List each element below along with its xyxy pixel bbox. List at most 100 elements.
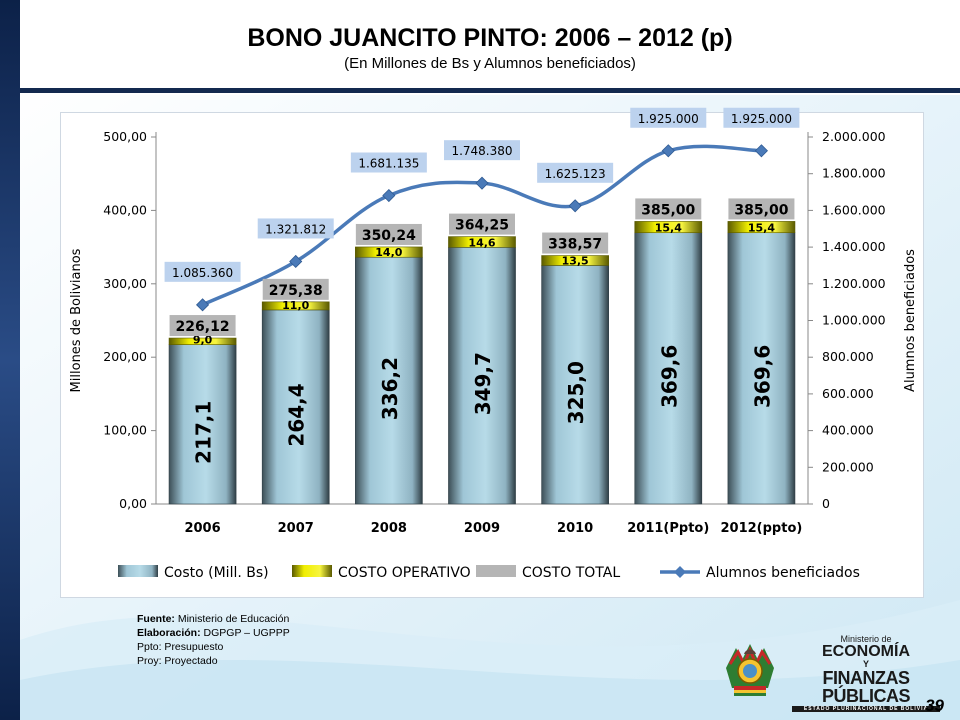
y2-tick-label: 800.000 xyxy=(822,349,874,364)
y-tick-label: 500,00 xyxy=(103,129,147,144)
elaboration-value: DGPGP – UGPPP xyxy=(203,627,290,639)
operativo-data-label: 15,4 xyxy=(748,222,775,235)
operativo-data-label: 14,6 xyxy=(468,236,495,249)
total-label-box xyxy=(262,278,329,300)
bar-operativo xyxy=(541,255,609,266)
bar-operativo xyxy=(168,337,237,345)
ministry-line4: FINANZAS PÚBLICAS xyxy=(821,668,911,706)
ppto-note: Ppto: Presupuesto xyxy=(137,641,224,653)
alumnos-point xyxy=(754,144,768,158)
x-tick-label: 2011(Ppto) xyxy=(627,521,709,536)
legend-label: COSTO TOTAL xyxy=(522,565,620,581)
bar-operativo xyxy=(261,301,330,311)
alumnos-point xyxy=(568,199,582,213)
alumnos-data-label: 1.748.380 xyxy=(451,144,512,158)
operativo-data-label: 9,0 xyxy=(193,334,213,347)
source-notes: Fuente: Ministerio de Educación Elaborac… xyxy=(137,612,290,668)
legend-swatch-operativo xyxy=(292,565,332,577)
y2-tick-label: 1.800.000 xyxy=(822,166,886,181)
costo-data-label: 325,0 xyxy=(564,361,588,424)
y2-tick-label: 1.600.000 xyxy=(822,202,886,217)
total-label-box xyxy=(728,198,795,220)
alumnos-point xyxy=(661,144,675,158)
total-data-label: 275,38 xyxy=(269,283,323,299)
total-data-label: 338,57 xyxy=(548,237,602,253)
x-tick-label: 2012(ppto) xyxy=(721,521,803,536)
alumnos-data-label: 1.681.135 xyxy=(358,157,419,171)
alumnos-point xyxy=(289,254,303,269)
total-data-label: 385,00 xyxy=(734,202,788,218)
legend-label: COSTO OPERATIVO xyxy=(338,565,471,581)
total-label-box xyxy=(542,232,609,254)
total-label-box xyxy=(635,198,702,220)
ministry-line5: ESTADO PLURINACIONAL DE BOLIVIA xyxy=(792,706,940,712)
ministry-line3: Y xyxy=(862,659,869,669)
operativo-data-label: 14,0 xyxy=(375,246,402,259)
total-data-label: 350,24 xyxy=(362,228,416,244)
total-data-label: 364,25 xyxy=(455,218,509,234)
bar-costo xyxy=(448,247,516,505)
costo-data-label: 264,4 xyxy=(285,383,309,446)
operativo-data-label: 13,5 xyxy=(562,254,589,267)
bar-operativo xyxy=(448,236,516,248)
legend-label: Costo (Mill. Bs) xyxy=(164,565,269,581)
elaboration-label: Elaboración: xyxy=(137,627,201,639)
page-number: 39 xyxy=(925,696,944,715)
alumnos-data-label: 1.321.812 xyxy=(265,222,326,236)
alumnos-point xyxy=(382,188,396,203)
legend-swatch-total xyxy=(476,565,516,577)
bar-operativo xyxy=(634,221,703,234)
legend-swatch-marker xyxy=(674,566,686,578)
alumnos-label-box xyxy=(444,140,520,161)
alumnos-data-label: 1.925.000 xyxy=(638,112,699,126)
alumnos-point xyxy=(196,298,210,312)
ministry-name: Ministerio de ECONOMÍA Y FINANZAS PÚBLIC… xyxy=(786,634,946,712)
y-tick-label: 200,00 xyxy=(103,349,147,364)
y-tick-label: 400,00 xyxy=(103,202,147,217)
y2-axis-title: Alumnos beneficiados xyxy=(903,249,918,392)
bono-chart: 0,00 100,00 200,00 300,00 400,00 500,00 0 200.0… xyxy=(69,107,918,581)
alumnos-label-box xyxy=(257,218,334,239)
y2-tick-label: 2.000.000 xyxy=(822,129,886,144)
costo-data-label: 369,6 xyxy=(657,345,681,408)
alumnos-label-box xyxy=(723,107,800,128)
page-title: BONO JUANCITO PINTO: 2006 – 2012 (p) xyxy=(247,24,733,52)
header-rule xyxy=(20,88,960,93)
y-tick-label: 300,00 xyxy=(103,276,147,291)
costo-data-label: 336,2 xyxy=(378,357,402,420)
alumnos-label-box xyxy=(630,107,707,128)
x-tick-label: 2009 xyxy=(464,521,500,536)
y2-tick-label: 400.000 xyxy=(822,423,874,438)
bar-operativo xyxy=(727,221,796,234)
costo-data-label: 217,1 xyxy=(192,401,216,464)
bar-costo xyxy=(727,232,796,505)
alumnos-data-label: 1.925.000 xyxy=(731,112,792,126)
y-tick-label: 100,00 xyxy=(103,423,147,438)
alumnos-point xyxy=(475,176,489,190)
y2-tick-label: 600.000 xyxy=(822,386,874,401)
coat-of-arms-icon xyxy=(726,644,774,696)
total-label-box xyxy=(169,315,236,337)
bar-costo xyxy=(168,344,237,505)
total-data-label: 226,12 xyxy=(176,319,230,335)
costo-data-label: 349,7 xyxy=(471,352,495,415)
total-data-label: 385,00 xyxy=(641,202,695,218)
legend-swatch-costo xyxy=(118,565,158,577)
alumnos-data-label: 1.085.360 xyxy=(172,266,233,280)
bar-costo xyxy=(261,309,330,505)
alumnos-label-box xyxy=(350,152,427,173)
total-label-box xyxy=(449,213,515,235)
bar-costo xyxy=(355,256,423,505)
y2-tick-label: 1.000.000 xyxy=(822,313,886,328)
operativo-data-label: 11,0 xyxy=(282,299,309,312)
x-tick-label: 2007 xyxy=(278,521,314,536)
source-line: Fuente: Ministerio de Educación xyxy=(137,612,290,626)
y2-tick-label: 1.200.000 xyxy=(822,276,886,291)
costo-data-label: 369,6 xyxy=(750,345,774,408)
ministry-line2: ECONOMÍA xyxy=(822,643,910,660)
elaboration-line: Elaboración: DGPGP – UGPPP xyxy=(137,626,290,640)
x-tick-label: 2006 xyxy=(184,521,220,536)
total-label-box xyxy=(355,223,422,245)
sidebar-strip xyxy=(0,0,20,720)
alumnos-label-box xyxy=(537,162,614,183)
